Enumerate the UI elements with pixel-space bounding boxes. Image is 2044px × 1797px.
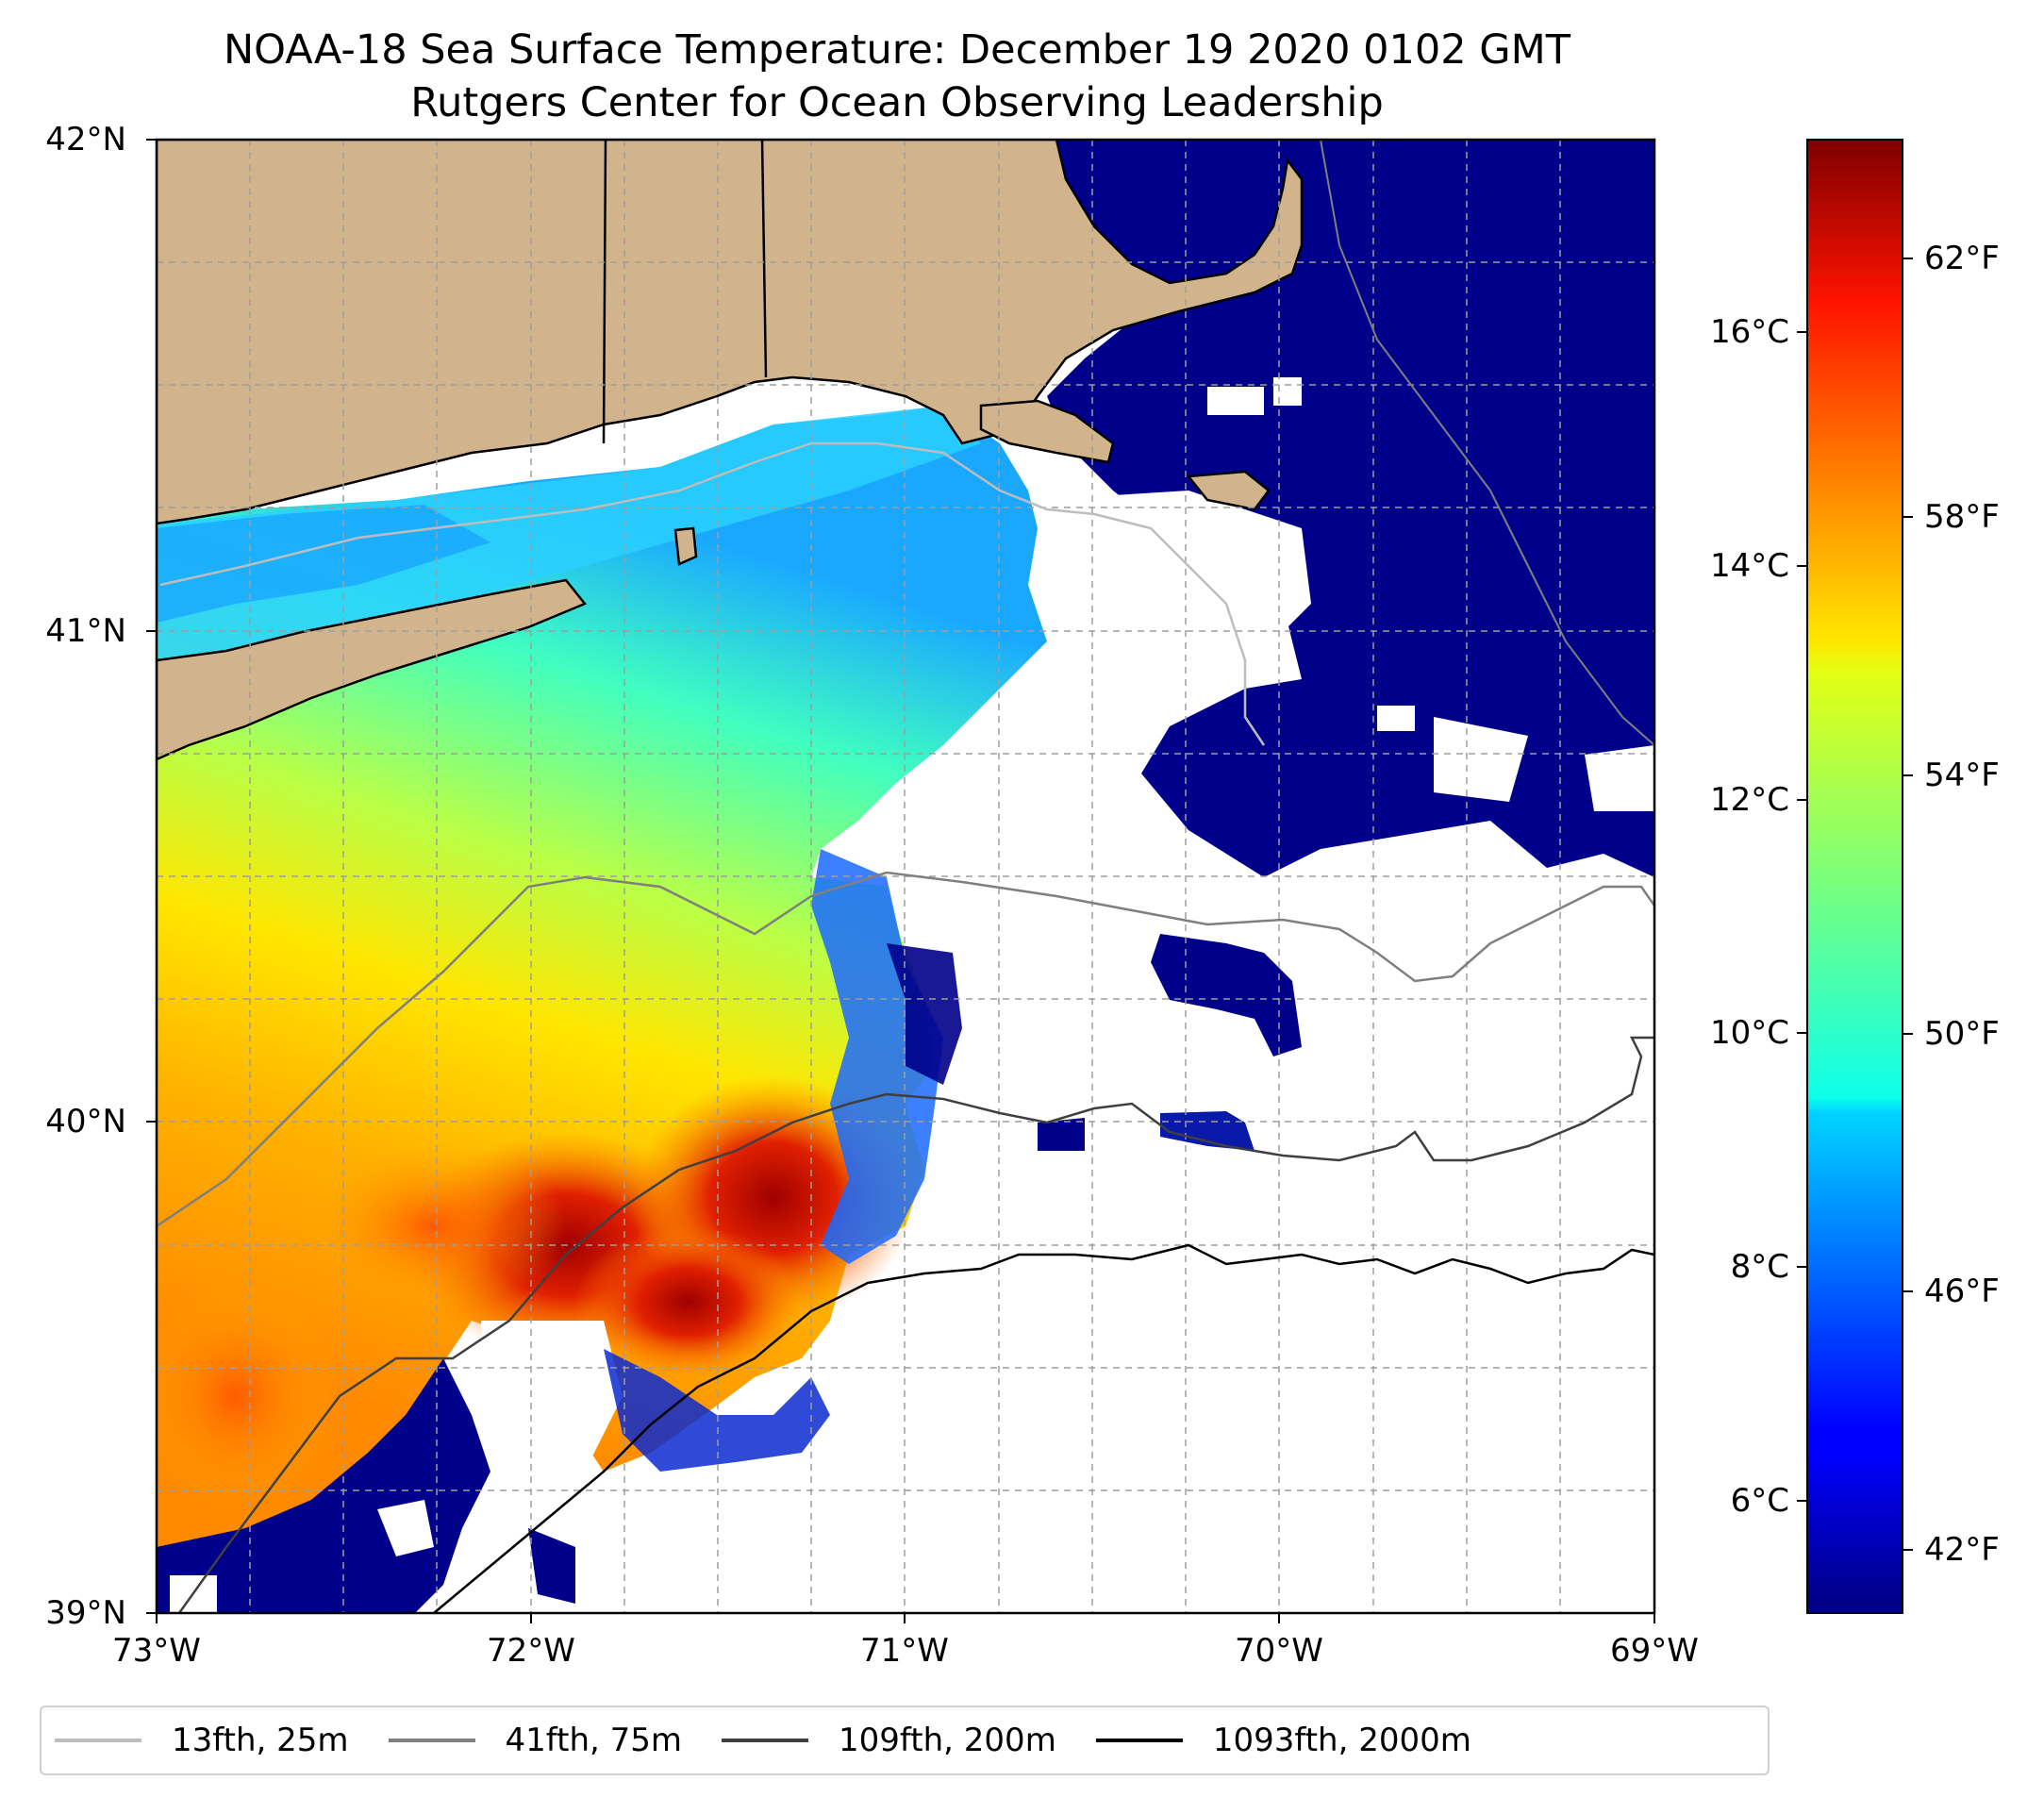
colorbar-celsius-6: 6°C — [1730, 1482, 1789, 1520]
cold-water-patch-1 — [1151, 934, 1302, 1057]
lat-label-42n: 42°N — [45, 121, 126, 158]
lon-label-70w: 70°W — [1235, 1632, 1323, 1670]
isobath-25m — [159, 441, 1266, 746]
colorbar-celsius-8: 8°C — [1730, 1248, 1789, 1286]
land-long-island — [157, 578, 588, 761]
land-nantucket — [1186, 470, 1271, 511]
colorbar-fahrenheit-50: 50°F — [1924, 1015, 2000, 1053]
legend-item-2000m: 1093fth, 2000m — [1095, 1722, 1471, 1759]
state-border-ct-ri — [760, 140, 768, 378]
state-border-ny-ct — [602, 140, 607, 444]
legend-label-2000m: 1093fth, 2000m — [1212, 1722, 1471, 1759]
colorbar-fahrenheit-54: 54°F — [1924, 757, 2000, 794]
colorbar-celsius-16: 16°C — [1709, 313, 1789, 351]
cold-water-region-northeast — [1047, 140, 1654, 877]
isobath-75m-north — [1320, 140, 1654, 746]
land-block-island — [673, 526, 698, 566]
cold-water-patch-2 — [1160, 1111, 1255, 1151]
lat-label-40n: 40°N — [45, 1103, 126, 1140]
legend-label-75m: 41fth, 75m — [505, 1722, 683, 1759]
colorbar-ticks — [1797, 258, 1913, 1551]
colorbar-celsius-14: 14°C — [1709, 547, 1789, 585]
isobath-legend: 13fth, 25m 41fth, 75m 109fth, 200m 1093f… — [40, 1705, 1770, 1775]
lon-label-69w: 69°W — [1610, 1632, 1699, 1670]
colorbar — [1806, 139, 1903, 1614]
map-gridlines — [157, 140, 1654, 1613]
lat-label-41n: 41°N — [45, 612, 126, 650]
colorbar-celsius-12: 12°C — [1709, 781, 1789, 819]
colorbar-celsius-10: 10°C — [1709, 1014, 1789, 1052]
legend-item-75m: 41fth, 75m — [388, 1722, 683, 1759]
legend-swatch-200m — [722, 1739, 809, 1742]
legend-label-200m: 109fth, 200m — [839, 1722, 1056, 1759]
lon-label-72w: 72°W — [487, 1632, 575, 1670]
colorbar-fahrenheit-58: 58°F — [1924, 498, 2000, 536]
colorbar-fahrenheit-46: 46°F — [1924, 1273, 2000, 1310]
legend-item-25m: 13fth, 25m — [55, 1722, 349, 1759]
lat-label-39n: 39°N — [45, 1594, 126, 1632]
axis-ticks — [146, 139, 1655, 1623]
legend-label-25m: 13fth, 25m — [172, 1722, 349, 1759]
legend-swatch-2000m — [1095, 1739, 1183, 1742]
colorbar-fahrenheit-62: 62°F — [1924, 240, 2000, 277]
map-title: NOAA-18 Sea Surface Temperature: Decembe… — [224, 26, 1570, 74]
lon-label-71w: 71°W — [860, 1632, 949, 1670]
isobath-2000m — [433, 1243, 1654, 1613]
isobaths — [157, 140, 1654, 1613]
isobath-200m — [177, 1036, 1654, 1613]
legend-swatch-75m — [388, 1739, 475, 1742]
legend-item-200m: 109fth, 200m — [722, 1722, 1056, 1759]
lon-label-73w: 73°W — [112, 1632, 201, 1670]
isobath-75m — [157, 871, 1654, 1228]
land-marthas-vineyard — [979, 399, 1115, 464]
colorbar-fahrenheit-42: 42°F — [1924, 1531, 2000, 1569]
legend-swatch-25m — [55, 1739, 141, 1742]
map-subtitle: Rutgers Center for Ocean Observing Leade… — [410, 79, 1384, 126]
